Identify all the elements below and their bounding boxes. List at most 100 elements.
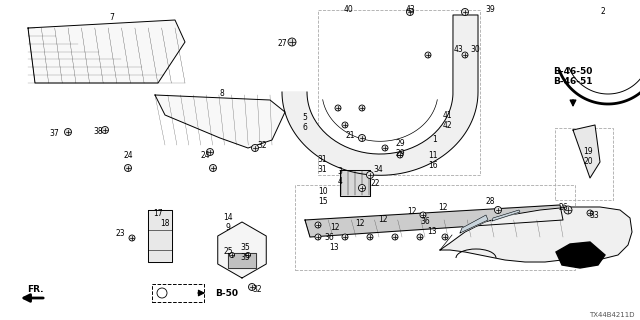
Text: 32: 32: [257, 140, 267, 149]
Text: 25: 25: [223, 247, 233, 257]
Circle shape: [359, 105, 365, 111]
Text: 43: 43: [453, 45, 463, 54]
Circle shape: [425, 52, 431, 58]
Text: 43: 43: [405, 5, 415, 14]
Text: 13: 13: [427, 228, 437, 236]
Text: 11: 11: [428, 150, 438, 159]
Circle shape: [207, 148, 214, 156]
Text: B-46-50: B-46-50: [553, 68, 593, 76]
Text: 5: 5: [303, 114, 307, 123]
Text: 39: 39: [485, 5, 495, 14]
Text: 24: 24: [200, 150, 210, 159]
Bar: [295, 185, 575, 270]
Circle shape: [358, 185, 365, 191]
Circle shape: [315, 222, 321, 228]
Text: 7: 7: [109, 13, 115, 22]
Text: 3: 3: [337, 167, 342, 177]
Circle shape: [442, 234, 448, 240]
Circle shape: [392, 234, 398, 240]
Text: 36: 36: [420, 218, 430, 227]
Text: 35: 35: [240, 253, 250, 262]
Text: 6: 6: [303, 124, 307, 132]
Circle shape: [230, 252, 234, 258]
Polygon shape: [305, 205, 563, 237]
Text: B-46-51: B-46-51: [553, 77, 593, 86]
Text: 10: 10: [318, 188, 328, 196]
Polygon shape: [492, 210, 520, 221]
Text: 12: 12: [330, 223, 340, 233]
Circle shape: [587, 210, 593, 216]
Text: 12: 12: [438, 203, 448, 212]
Text: 22: 22: [371, 179, 380, 188]
Text: 12: 12: [378, 215, 388, 225]
Circle shape: [367, 172, 374, 179]
Text: 35: 35: [240, 244, 250, 252]
Text: 12: 12: [407, 207, 417, 217]
Text: 36: 36: [324, 234, 334, 243]
Text: 2: 2: [600, 7, 605, 17]
Polygon shape: [218, 222, 266, 278]
Text: 1: 1: [433, 135, 437, 145]
Circle shape: [125, 164, 131, 172]
Text: 28: 28: [485, 197, 495, 206]
Circle shape: [495, 206, 502, 213]
Circle shape: [461, 9, 468, 15]
Text: 26: 26: [558, 204, 568, 212]
Text: 37: 37: [49, 129, 59, 138]
Polygon shape: [340, 170, 370, 196]
Text: 4: 4: [337, 178, 342, 187]
Circle shape: [342, 234, 348, 240]
Bar: [555, 128, 613, 200]
Text: 23: 23: [115, 228, 125, 237]
Polygon shape: [282, 15, 478, 175]
Circle shape: [462, 52, 468, 58]
Circle shape: [252, 145, 259, 151]
Polygon shape: [556, 242, 605, 268]
Circle shape: [315, 234, 321, 240]
Text: 24: 24: [123, 150, 133, 159]
Polygon shape: [440, 207, 632, 262]
Text: 20: 20: [583, 157, 593, 166]
Text: TX44B4211D: TX44B4211D: [589, 312, 635, 318]
Bar: [152, 284, 204, 302]
Circle shape: [367, 234, 373, 240]
Text: 31: 31: [317, 156, 327, 164]
Text: 19: 19: [583, 148, 593, 156]
Text: 33: 33: [589, 211, 599, 220]
Polygon shape: [460, 215, 488, 233]
Text: 41: 41: [442, 111, 452, 121]
Text: 13: 13: [329, 244, 339, 252]
Circle shape: [342, 122, 348, 128]
Polygon shape: [573, 125, 600, 178]
Polygon shape: [155, 95, 285, 148]
Circle shape: [209, 164, 216, 172]
Text: 27: 27: [277, 38, 287, 47]
Text: 40: 40: [343, 5, 353, 14]
Text: FR.: FR.: [27, 285, 44, 294]
Circle shape: [382, 145, 388, 151]
Text: 17: 17: [153, 209, 163, 218]
Circle shape: [65, 129, 72, 135]
Circle shape: [420, 212, 426, 218]
Text: 12: 12: [355, 219, 365, 228]
Text: 8: 8: [220, 89, 225, 98]
Circle shape: [102, 126, 109, 133]
Circle shape: [358, 134, 365, 141]
Circle shape: [335, 105, 341, 111]
Polygon shape: [148, 210, 172, 262]
Text: 30: 30: [470, 45, 480, 54]
Circle shape: [129, 235, 135, 241]
Circle shape: [564, 206, 572, 214]
Text: 14: 14: [223, 213, 233, 222]
Text: 42: 42: [442, 122, 452, 131]
Circle shape: [157, 288, 167, 298]
Text: 29: 29: [395, 139, 405, 148]
Text: 21: 21: [345, 131, 355, 140]
Text: 9: 9: [225, 223, 230, 233]
Text: 29: 29: [395, 148, 405, 157]
Circle shape: [406, 9, 413, 15]
Circle shape: [248, 284, 255, 291]
Bar: [318, 10, 480, 175]
Polygon shape: [28, 20, 185, 83]
Circle shape: [288, 38, 296, 46]
